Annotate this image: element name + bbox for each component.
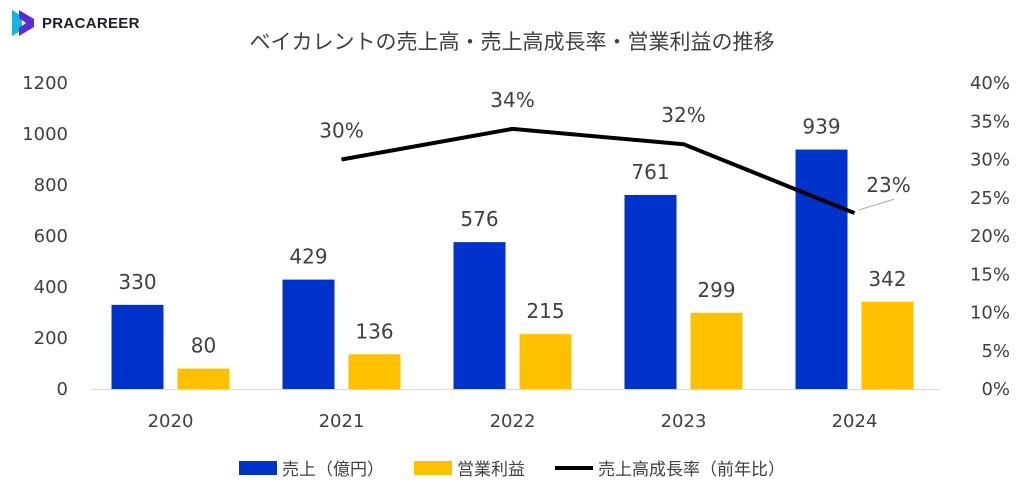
x-axis: 2020 2021 2022 2023 2024 <box>148 411 878 432</box>
left-axis: 0 200 400 600 800 1000 1200 <box>22 73 68 400</box>
right-axis-tick-label: 25% <box>970 188 1010 209</box>
operating-profit-data-label: 80 <box>191 334 216 358</box>
sales-data-label: 939 <box>802 115 840 139</box>
sales-bar <box>453 242 506 389</box>
bars-layer <box>111 149 914 389</box>
right-axis-tick-label: 0% <box>981 379 1010 400</box>
x-axis-tick-label: 2020 <box>148 411 194 432</box>
growth-label-leader-line <box>858 198 895 211</box>
bar-labels-layer: 330 80 429 136 576 215 761 299 939 342 <box>118 115 906 358</box>
sales-bar <box>111 304 164 389</box>
legend-swatch-operating-profit <box>414 460 452 475</box>
left-axis-tick-label: 600 <box>34 226 68 247</box>
legend-swatch-sales <box>239 460 277 475</box>
legend-label-sales: 売上（億円） <box>282 460 384 480</box>
x-axis-tick-label: 2024 <box>832 411 878 432</box>
left-axis-tick-label: 1200 <box>22 73 68 94</box>
operating-profit-data-label: 342 <box>868 267 906 291</box>
legend: 売上（億円） 営業利益 売上高成長率（前年比） <box>0 455 1024 480</box>
left-axis-tick-label: 0 <box>57 379 68 400</box>
right-axis-tick-label: 15% <box>970 264 1010 285</box>
legend-item-growth-rate: 売上高成長率（前年比） <box>555 455 785 480</box>
sales-bar <box>282 279 335 389</box>
pracareer-logo-icon <box>12 10 34 36</box>
operating-profit-bar <box>519 334 572 389</box>
right-axis-tick-label: 30% <box>970 150 1010 171</box>
chart-title: ベイカレントの売上高・売上高成長率・営業利益の推移 <box>249 30 775 54</box>
sales-data-label: 576 <box>460 207 498 231</box>
x-axis-tick-label: 2022 <box>490 411 536 432</box>
legend-label-growth-rate: 売上高成長率（前年比） <box>598 460 785 480</box>
left-axis-tick-label: 400 <box>34 277 68 298</box>
left-axis-tick-label: 800 <box>34 175 68 196</box>
right-axis: 0% 5% 10% 15% 20% 25% 30% 35% 40% <box>970 73 1010 400</box>
operating-profit-data-label: 215 <box>526 299 564 323</box>
left-axis-tick-label: 200 <box>34 328 68 349</box>
growth-line-layer: 30% 34% 32% 23% <box>319 88 911 215</box>
growth-rate-data-label: 23% <box>866 173 910 197</box>
legend-label-operating-profit: 営業利益 <box>457 460 525 480</box>
right-axis-tick-label: 35% <box>970 111 1010 132</box>
operating-profit-bar <box>348 354 401 389</box>
sales-bar <box>795 149 848 389</box>
growth-rate-line <box>341 126 856 215</box>
growth-rate-data-label: 30% <box>319 119 363 143</box>
sales-data-label: 429 <box>289 245 327 269</box>
sales-data-label: 761 <box>631 160 669 184</box>
x-axis-tick-label: 2021 <box>319 411 365 432</box>
x-axis-tick-label: 2023 <box>661 411 707 432</box>
right-axis-tick-label: 40% <box>970 73 1010 94</box>
legend-item-operating-profit: 営業利益 <box>414 455 525 480</box>
left-axis-tick-label: 1000 <box>22 124 68 145</box>
legend-swatch-growth-rate <box>555 465 593 470</box>
right-axis-tick-label: 20% <box>970 226 1010 247</box>
brand-logo: PRACAREER <box>10 8 140 38</box>
growth-rate-data-label: 32% <box>661 103 705 127</box>
operating-profit-data-label: 136 <box>355 319 393 343</box>
operating-profit-data-label: 299 <box>697 278 735 302</box>
operating-profit-bar <box>861 301 914 389</box>
right-axis-tick-label: 10% <box>970 303 1010 324</box>
brand-name: PRACAREER <box>42 14 140 32</box>
right-axis-tick-label: 5% <box>981 341 1010 362</box>
sales-data-label: 330 <box>118 270 156 294</box>
legend-item-sales: 売上（億円） <box>239 455 384 480</box>
growth-rate-data-label: 34% <box>490 88 534 112</box>
operating-profit-bar <box>690 312 743 389</box>
operating-profit-bar <box>177 368 230 389</box>
sales-bar <box>624 194 677 389</box>
